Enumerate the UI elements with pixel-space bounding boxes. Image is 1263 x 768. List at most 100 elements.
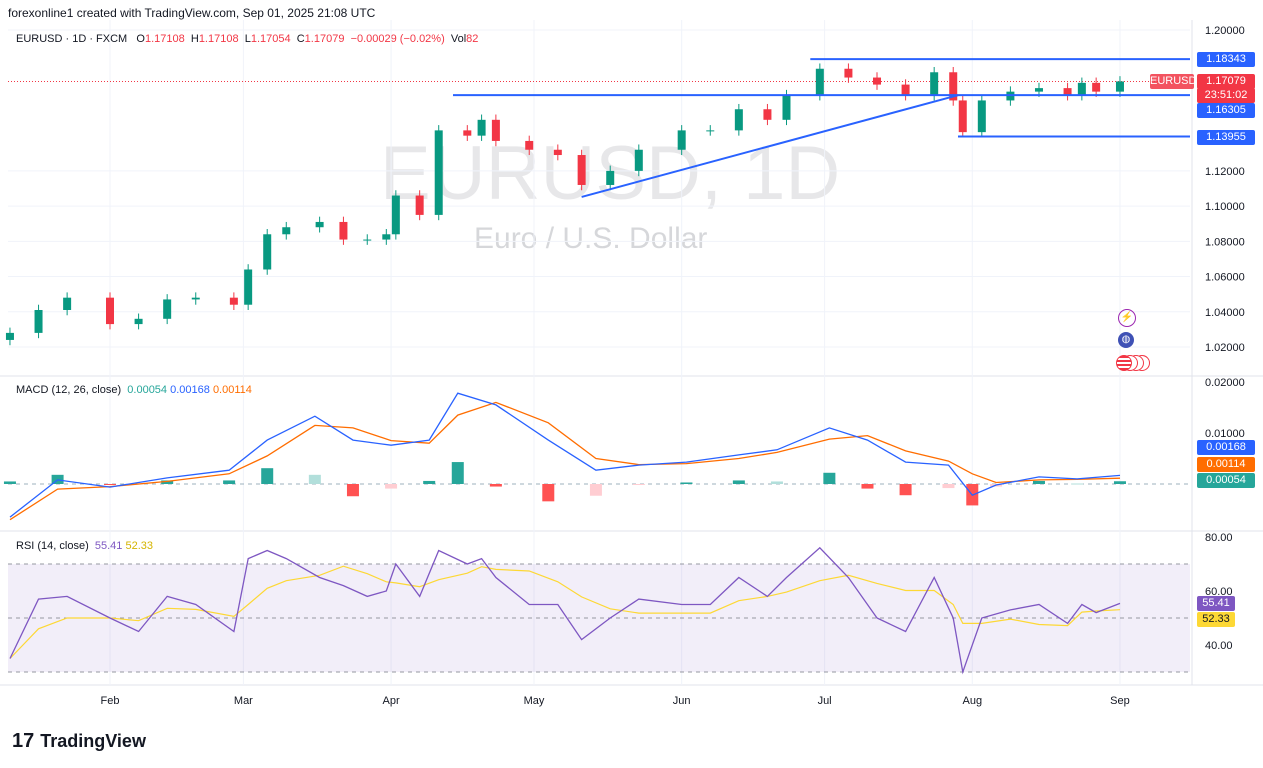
macd-y-tick: 0.02000	[1205, 377, 1245, 389]
tv-logo-icon: 17	[12, 730, 35, 752]
macd-histogram-bar	[861, 484, 874, 489]
level-label-1: 1.18343	[1197, 52, 1255, 67]
candle	[434, 130, 443, 215]
y-tick-label: 1.20000	[1205, 25, 1245, 37]
candle	[191, 297, 200, 300]
change-value: −0.00029 (−0.02%)	[350, 33, 445, 45]
us-flag-events-icon[interactable]	[1116, 355, 1156, 371]
macd-legend: MACD (12, 26, close) 0.00054 0.00168 0.0…	[16, 384, 252, 396]
macd-histogram-bar	[770, 481, 783, 484]
x-tick-label: May	[524, 695, 545, 707]
macd-histogram-bar	[385, 484, 398, 489]
candle	[901, 84, 910, 96]
macd-histogram-bar	[161, 480, 174, 484]
x-tick-label: Apr	[383, 695, 400, 707]
macd-signal-line	[9, 401, 1121, 521]
candle	[106, 297, 114, 325]
macd-histogram-bar	[589, 484, 602, 496]
candle	[763, 109, 772, 120]
candle	[873, 77, 882, 85]
candle	[1115, 81, 1124, 92]
candle	[134, 318, 143, 325]
candle	[315, 221, 324, 228]
rsi-y-tick: 80.00	[1205, 532, 1233, 544]
macd-line-value: 0.00168	[170, 384, 210, 396]
vol-value: 82	[466, 33, 479, 45]
candle	[815, 68, 824, 96]
lightning-event-icon[interactable]: ⚡	[1118, 309, 1136, 327]
x-tick-label: Sep	[1110, 695, 1130, 707]
macd-signal-value: 0.00114	[212, 384, 252, 396]
trend-line	[581, 94, 959, 198]
symbol-label[interactable]: EURUSD · 1D · FXCM	[16, 33, 128, 45]
macd-histogram-bar	[632, 484, 645, 485]
candle	[949, 72, 958, 101]
macd-histogram-bar	[680, 482, 693, 484]
open-label: O	[136, 33, 145, 45]
candle	[5, 332, 14, 340]
candle	[363, 239, 372, 241]
x-tick-label: Mar	[234, 695, 253, 707]
signal-axis-label: 0.00114	[1197, 457, 1255, 472]
low-value: 1.17054	[250, 33, 291, 45]
y-tick-label: 1.02000	[1205, 342, 1245, 354]
macd-histogram-bar	[899, 484, 912, 496]
close-value: 1.17079	[304, 33, 345, 45]
candle	[63, 297, 72, 310]
candle	[263, 234, 272, 270]
macd-histogram-bar	[1071, 483, 1084, 485]
watermark-subtitle: Euro / U.S. Dollar	[474, 222, 708, 255]
candle	[34, 309, 43, 333]
x-tick-label: Aug	[962, 695, 982, 707]
rsi-y-tick: 40.00	[1205, 640, 1233, 652]
macd-histogram-bar	[346, 484, 359, 497]
candle	[677, 130, 686, 150]
candle	[477, 119, 486, 136]
y-tick-label: 1.12000	[1205, 166, 1245, 178]
hist-axis-label: 0.00054	[1197, 473, 1255, 488]
rsi-line	[9, 546, 1121, 675]
macd-histogram-bar	[1113, 481, 1126, 484]
candle	[391, 195, 400, 235]
high-value: 1.17108	[198, 33, 239, 45]
candle	[844, 68, 853, 78]
open-value: 1.17108	[144, 33, 185, 45]
macd-histogram-bar	[261, 468, 274, 484]
candle	[958, 100, 967, 133]
vol-label: Vol	[450, 33, 467, 45]
macd-histogram-bar	[223, 480, 236, 484]
level-label-3: 1.13955	[1197, 130, 1255, 145]
macd-line	[9, 392, 1121, 518]
candle	[606, 170, 615, 185]
candle	[734, 109, 743, 131]
macd-histogram-bar	[104, 484, 116, 485]
macd-histogram-bar	[423, 480, 436, 484]
candle	[553, 149, 562, 156]
candle	[634, 149, 643, 171]
rsi-legend-title: RSI (14, close)	[16, 540, 89, 552]
candle	[1092, 82, 1101, 92]
close-label: C	[296, 33, 305, 45]
globe-event-icon[interactable]: ◍	[1118, 332, 1134, 348]
macd-histogram-bar	[732, 480, 745, 484]
macd-y-tick: 0.01000	[1205, 428, 1245, 440]
candle	[977, 100, 986, 133]
rsi-y-tick: 60.00	[1205, 586, 1233, 598]
countdown-label: 23:51:02	[1197, 88, 1255, 103]
macd-histogram-bar	[3, 481, 16, 484]
candle	[577, 155, 586, 185]
candle	[382, 234, 391, 240]
rsi-ma-axis-label: 52.33	[1197, 612, 1235, 627]
last-price-label: 1.17079	[1197, 74, 1255, 89]
tv-logo-text: TradingView	[40, 731, 146, 751]
candle	[525, 140, 534, 150]
candle	[1063, 88, 1072, 96]
candle	[706, 130, 715, 132]
candle	[163, 299, 172, 319]
candle	[339, 221, 348, 240]
low-label: L	[244, 33, 251, 45]
candle	[782, 95, 791, 120]
tradingview-logo[interactable]: 17 TradingView	[12, 730, 146, 753]
y-tick-label: 1.10000	[1205, 201, 1245, 213]
